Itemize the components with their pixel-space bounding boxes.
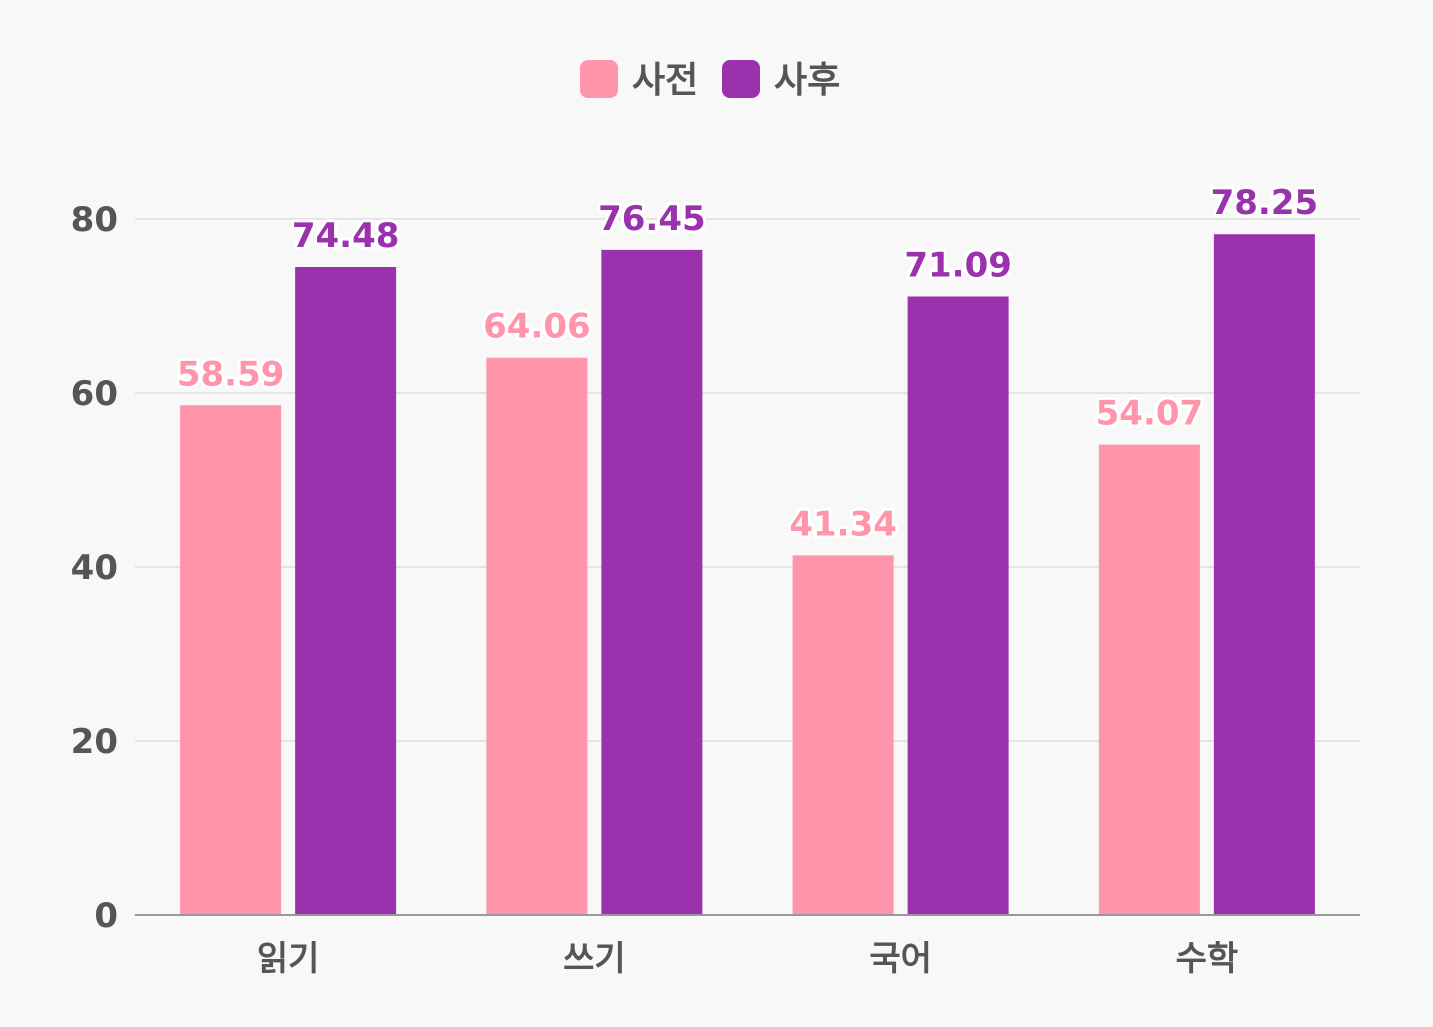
bar-pre-1[interactable]	[486, 357, 588, 916]
legend-label-pre: 사전	[632, 60, 698, 101]
value-label-pre-2: 41.34	[789, 504, 897, 544]
legend-label-post: 사후	[774, 60, 840, 101]
value-label-post-2: 71.09	[904, 246, 1012, 286]
legend-item-post[interactable]: 사후	[722, 60, 840, 101]
y-tick-label: 0	[94, 896, 118, 936]
bars	[180, 234, 1315, 916]
bar-pre-0[interactable]	[180, 405, 282, 915]
value-label-post-1: 76.45	[598, 199, 706, 239]
legend-item-pre[interactable]: 사전	[580, 60, 698, 101]
bar-post-3[interactable]	[1213, 234, 1315, 916]
x-category-label: 국어	[869, 939, 932, 979]
value-label-pre-1: 64.06	[483, 307, 591, 347]
value-label-pre-0: 58.59	[177, 354, 285, 394]
legend-swatch-pre	[580, 60, 618, 98]
y-tick-label: 20	[71, 722, 118, 762]
bar-pre-2[interactable]	[792, 555, 894, 915]
value-label-post-3: 78.25	[1211, 183, 1319, 223]
y-tick-label: 40	[71, 548, 118, 588]
value-label-post-0: 74.48	[292, 216, 400, 256]
x-category-label: 쓰기	[563, 939, 626, 979]
legend-swatch-post	[722, 60, 760, 98]
y-tick-label: 60	[71, 374, 118, 414]
x-axis-labels: 읽기 쓰기 국어 수학	[257, 939, 1238, 979]
legend: 사전 사후	[580, 60, 840, 101]
bar-post-2[interactable]	[907, 296, 1009, 916]
value-label-pre-3: 54.07	[1096, 394, 1204, 434]
value-labels: 58.59 74.48 64.06 76.45 41.34 71.09 54.07 78.25	[174, 180, 1321, 547]
bar-post-1[interactable]	[601, 249, 703, 915]
x-category-label: 수학	[1176, 939, 1239, 979]
y-axis-ticks: 0 20 40 60 80	[71, 200, 118, 936]
bar-post-0[interactable]	[295, 267, 397, 915]
x-category-label: 읽기	[257, 939, 320, 979]
y-tick-label: 80	[71, 200, 118, 240]
bar-pre-3[interactable]	[1098, 444, 1200, 915]
